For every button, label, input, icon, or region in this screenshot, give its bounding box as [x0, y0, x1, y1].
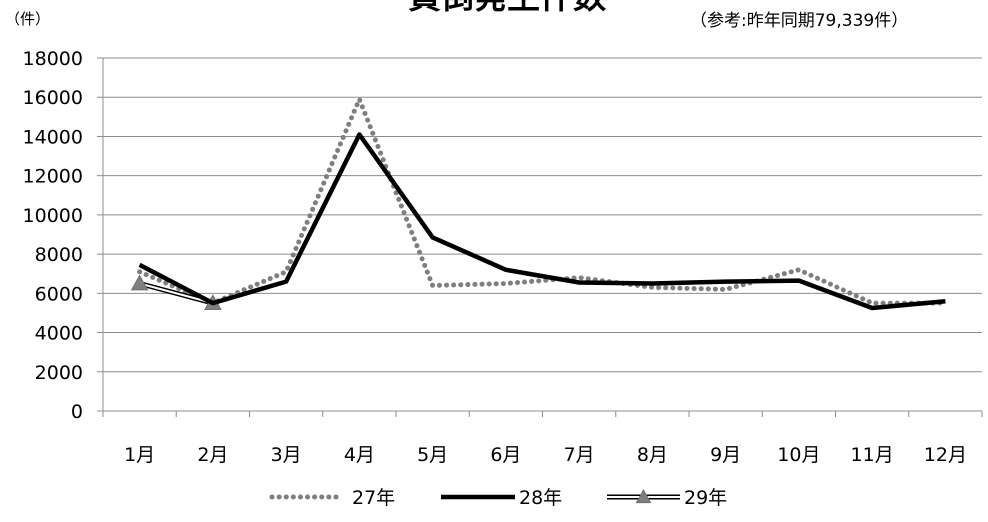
series-29年 [130, 274, 222, 311]
legend: 27年 28年 29年 [269, 487, 727, 509]
legend-item-28年: 28年 [441, 487, 562, 509]
chart-subtitle-note: （参考:昨年同期79,339件） [690, 11, 908, 31]
legend-label-27年: 27年 [352, 487, 395, 509]
y-tick-label-12000: 12000 [23, 166, 83, 188]
x-tick-label-3: 3月 [271, 444, 302, 466]
legend-item-27年: 27年 [269, 487, 395, 509]
y-axis-unit-label: （件） [5, 10, 50, 28]
y-tick-label-14000: 14000 [23, 126, 83, 148]
x-tick-label-9: 9月 [710, 444, 741, 466]
x-tick-label-2: 2月 [197, 444, 228, 466]
x-tick-label-11: 11月 [851, 444, 894, 466]
x-tick-label-1: 1月 [124, 444, 155, 466]
series-line-28 [138, 132, 946, 311]
legend-marker-29 [635, 488, 652, 504]
x-tick-label-5: 5月 [417, 444, 448, 466]
x-tick-label-10: 10月 [777, 444, 820, 466]
series-line-27 [137, 96, 948, 306]
legend-label-28年: 28年 [519, 487, 562, 509]
x-tick-label-6: 6月 [490, 444, 521, 466]
x-tick-label-12: 12月 [924, 444, 967, 466]
x-axis-tick-labels: 1月 2月 3月 4月 5月 6月 7月 8月 9月 10月 11月 12月 [124, 444, 967, 466]
legend-label-29年: 29年 [684, 487, 727, 509]
y-tick-label-0: 0 [71, 401, 83, 423]
legend-item-29年: 29年 [607, 487, 727, 509]
series-line-29-inner [139, 282, 214, 305]
chart-title: 貸倒発生件数 [407, 0, 607, 16]
plot-area [130, 96, 948, 311]
x-tick-label-7: 7月 [564, 444, 595, 466]
x-tick-label-4: 4月 [344, 444, 375, 466]
axes [97, 57, 983, 417]
y-tick-label-4000: 4000 [35, 323, 83, 345]
y-tick-label-6000: 6000 [35, 283, 83, 305]
y-tick-label-2000: 2000 [35, 362, 83, 384]
y-tick-label-16000: 16000 [23, 87, 83, 109]
x-tick-label-8: 8月 [637, 444, 668, 466]
series-27年 [137, 96, 948, 306]
y-tick-label-8000: 8000 [35, 244, 83, 266]
y-tick-label-18000: 18000 [23, 48, 83, 70]
gridlines [103, 57, 982, 373]
y-axis-tick-labels: 0 2000 4000 6000 8000 10000 12000 14000 16000 180… [23, 48, 83, 423]
y-tick-label-10000: 10000 [23, 205, 83, 227]
series-28年 [138, 132, 946, 311]
point-29-1 [130, 274, 149, 291]
